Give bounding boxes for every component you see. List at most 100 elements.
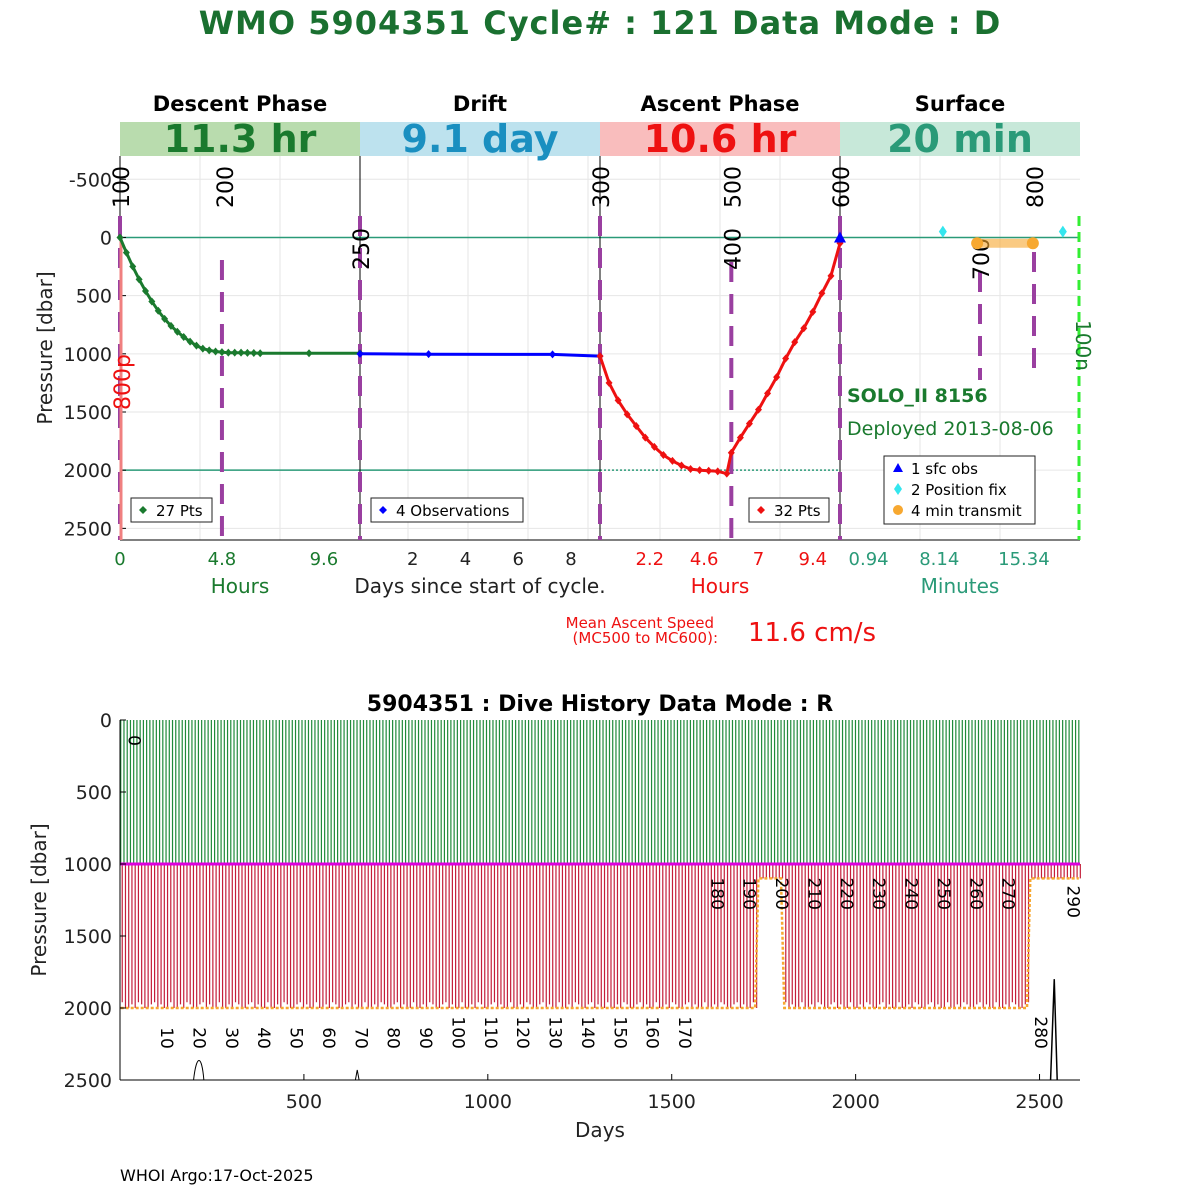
ascent-speed-value: 11.6 cm/s xyxy=(748,618,876,648)
phase-header: Descent Phase xyxy=(153,92,327,116)
bathymetry-trace xyxy=(193,1060,205,1081)
ascent-point xyxy=(714,467,722,476)
y-tick-label: 500 xyxy=(76,782,112,804)
phase-header: Ascent Phase xyxy=(641,92,800,116)
descent-point xyxy=(212,347,220,356)
footer-credit: WHOI Argo:17-Oct-2025 xyxy=(120,1166,314,1185)
descent-point xyxy=(141,286,149,295)
ascent-point xyxy=(723,469,731,478)
cycle-label: 0 xyxy=(124,735,144,746)
mission-code-label: 400 xyxy=(721,228,746,270)
y-tick-label: 500 xyxy=(76,286,112,308)
cycle-label: 20 xyxy=(188,1027,208,1049)
phase-legend xyxy=(370,497,524,523)
cycle-label: 100 xyxy=(447,1016,467,1048)
y-tick-label: 0 xyxy=(100,710,112,732)
drift-point xyxy=(549,350,557,359)
descent-point xyxy=(218,348,226,357)
cycle-label: 220 xyxy=(836,877,856,909)
cycle-label: 40 xyxy=(253,1027,273,1049)
x-tick-label: 2 xyxy=(407,549,418,570)
x-tick-label: 2.2 xyxy=(635,549,664,570)
descent-points xyxy=(116,233,364,358)
cycle-label: 280 xyxy=(1030,1016,1050,1048)
ascent-speed-label: (MC500 to MC600): xyxy=(573,629,718,647)
cycle-label: 160 xyxy=(642,1016,662,1048)
bathymetry-trace xyxy=(1049,979,1058,1081)
descent-point xyxy=(116,233,124,242)
ascent-point xyxy=(809,307,817,316)
surface-legend xyxy=(883,455,1036,525)
mission-code-label: 200 xyxy=(214,166,239,208)
phase-duration-label: 9.1 day xyxy=(402,117,559,161)
y-tick-label: 1000 xyxy=(64,854,112,876)
surface-legend-marker xyxy=(893,463,903,472)
x-tick-label: 4.6 xyxy=(690,549,719,570)
mission-code-label: 300 xyxy=(590,166,615,208)
cycle-label: 250 xyxy=(933,877,953,909)
ascent-point xyxy=(727,448,735,457)
phase-legend-marker xyxy=(757,506,765,514)
ascent-point xyxy=(605,378,613,387)
transmit-marker xyxy=(1026,237,1039,250)
phase-duration-bar xyxy=(600,122,840,156)
cycle-label: 140 xyxy=(577,1016,597,1048)
phase-axis-label: Hours xyxy=(691,574,750,598)
ascent-point xyxy=(632,421,640,430)
cycle-label: 200 xyxy=(771,877,791,909)
y-tick-label: 2500 xyxy=(64,1070,112,1092)
x-tick-label: 7 xyxy=(753,549,764,570)
y-tick-label: 2000 xyxy=(64,460,112,482)
descent-point xyxy=(186,337,194,346)
cycle-label: 270 xyxy=(998,877,1018,909)
cycle-label: 70 xyxy=(350,1027,370,1049)
descent-point xyxy=(129,262,137,271)
y-tick-label: 2000 xyxy=(64,998,112,1020)
descent-point xyxy=(305,349,313,358)
phase-legend-marker xyxy=(139,506,147,514)
cycle-label: 60 xyxy=(318,1027,338,1049)
descent-point xyxy=(148,297,156,306)
phase-duration-label: 10.6 hr xyxy=(644,117,797,161)
y-tick-label: 0 xyxy=(100,227,112,249)
descent-point xyxy=(167,321,175,330)
position-fix-marker xyxy=(1058,225,1067,238)
ascent-bars xyxy=(121,864,1081,1008)
ascent-point xyxy=(754,405,762,414)
deployment-date: Deployed 2013-08-06 xyxy=(847,418,1054,440)
surface-legend-label: 2 Position fix xyxy=(911,481,1007,499)
surface-legend-label: 4 min transmit xyxy=(911,502,1022,520)
mission-code-label: 500 xyxy=(721,166,746,208)
drift-point xyxy=(356,349,364,358)
surface-legend-label: 1 sfc obs xyxy=(911,460,978,478)
y-tick-label: 1500 xyxy=(64,402,112,424)
cycle-label: 290 xyxy=(1062,885,1082,917)
ascent-point xyxy=(736,433,744,442)
cycle-label: 150 xyxy=(609,1016,629,1048)
ascent-points xyxy=(596,239,844,478)
descent-bars xyxy=(120,720,1080,864)
y-axis-label: Pressure [dbar] xyxy=(27,823,51,976)
descent-point xyxy=(161,314,169,323)
ascent-point xyxy=(659,451,667,460)
x-tick-label: 2500 xyxy=(1015,1091,1063,1113)
ascent-line xyxy=(598,242,842,476)
cycle-label: 110 xyxy=(480,1016,500,1048)
phase-legend-marker xyxy=(379,506,387,514)
cycle-label: 120 xyxy=(512,1016,532,1048)
x-tick-label: 9.6 xyxy=(310,549,339,570)
phase-duration-bar xyxy=(360,122,600,156)
ascent-point xyxy=(614,396,622,405)
x-tick-label: 4.8 xyxy=(208,549,237,570)
phase-header: Drift xyxy=(453,92,507,116)
ascent-point xyxy=(827,271,835,280)
descent-point xyxy=(192,341,200,350)
descent-point xyxy=(180,332,188,341)
x-tick-label: 15.34 xyxy=(998,549,1050,570)
ascent-point xyxy=(818,289,826,298)
side-label-800p: 800p xyxy=(111,354,136,410)
mission-code-label: 250 xyxy=(350,228,375,270)
x-tick-label: 9.4 xyxy=(799,549,828,570)
ascent-point xyxy=(641,433,649,442)
